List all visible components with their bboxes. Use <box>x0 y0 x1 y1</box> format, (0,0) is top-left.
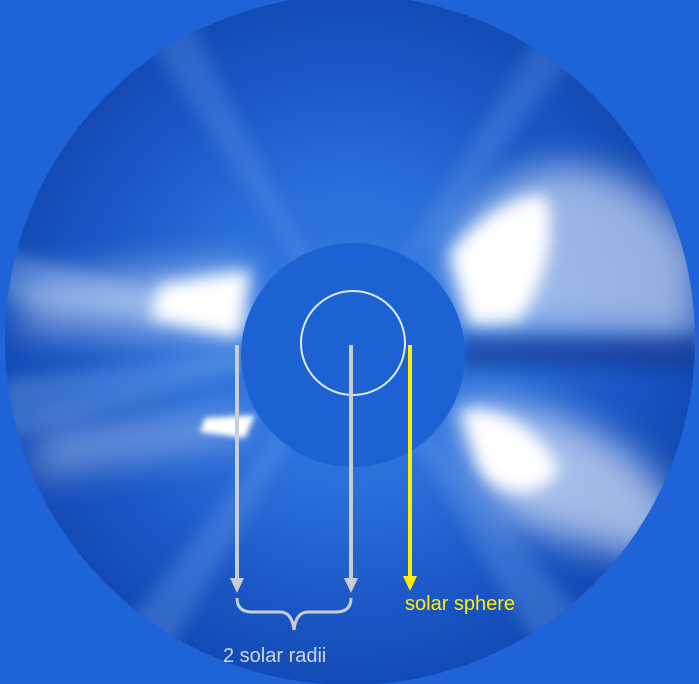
dark-band <box>460 338 695 368</box>
left-streamer <box>20 262 255 480</box>
radii-arrows <box>230 345 358 593</box>
right-cme <box>445 165 695 560</box>
radii-brace <box>235 597 353 631</box>
radii-label: 2 solar radii <box>223 645 327 667</box>
sphere-label: solar sphere <box>405 593 516 615</box>
sphere-arrow <box>403 345 417 591</box>
